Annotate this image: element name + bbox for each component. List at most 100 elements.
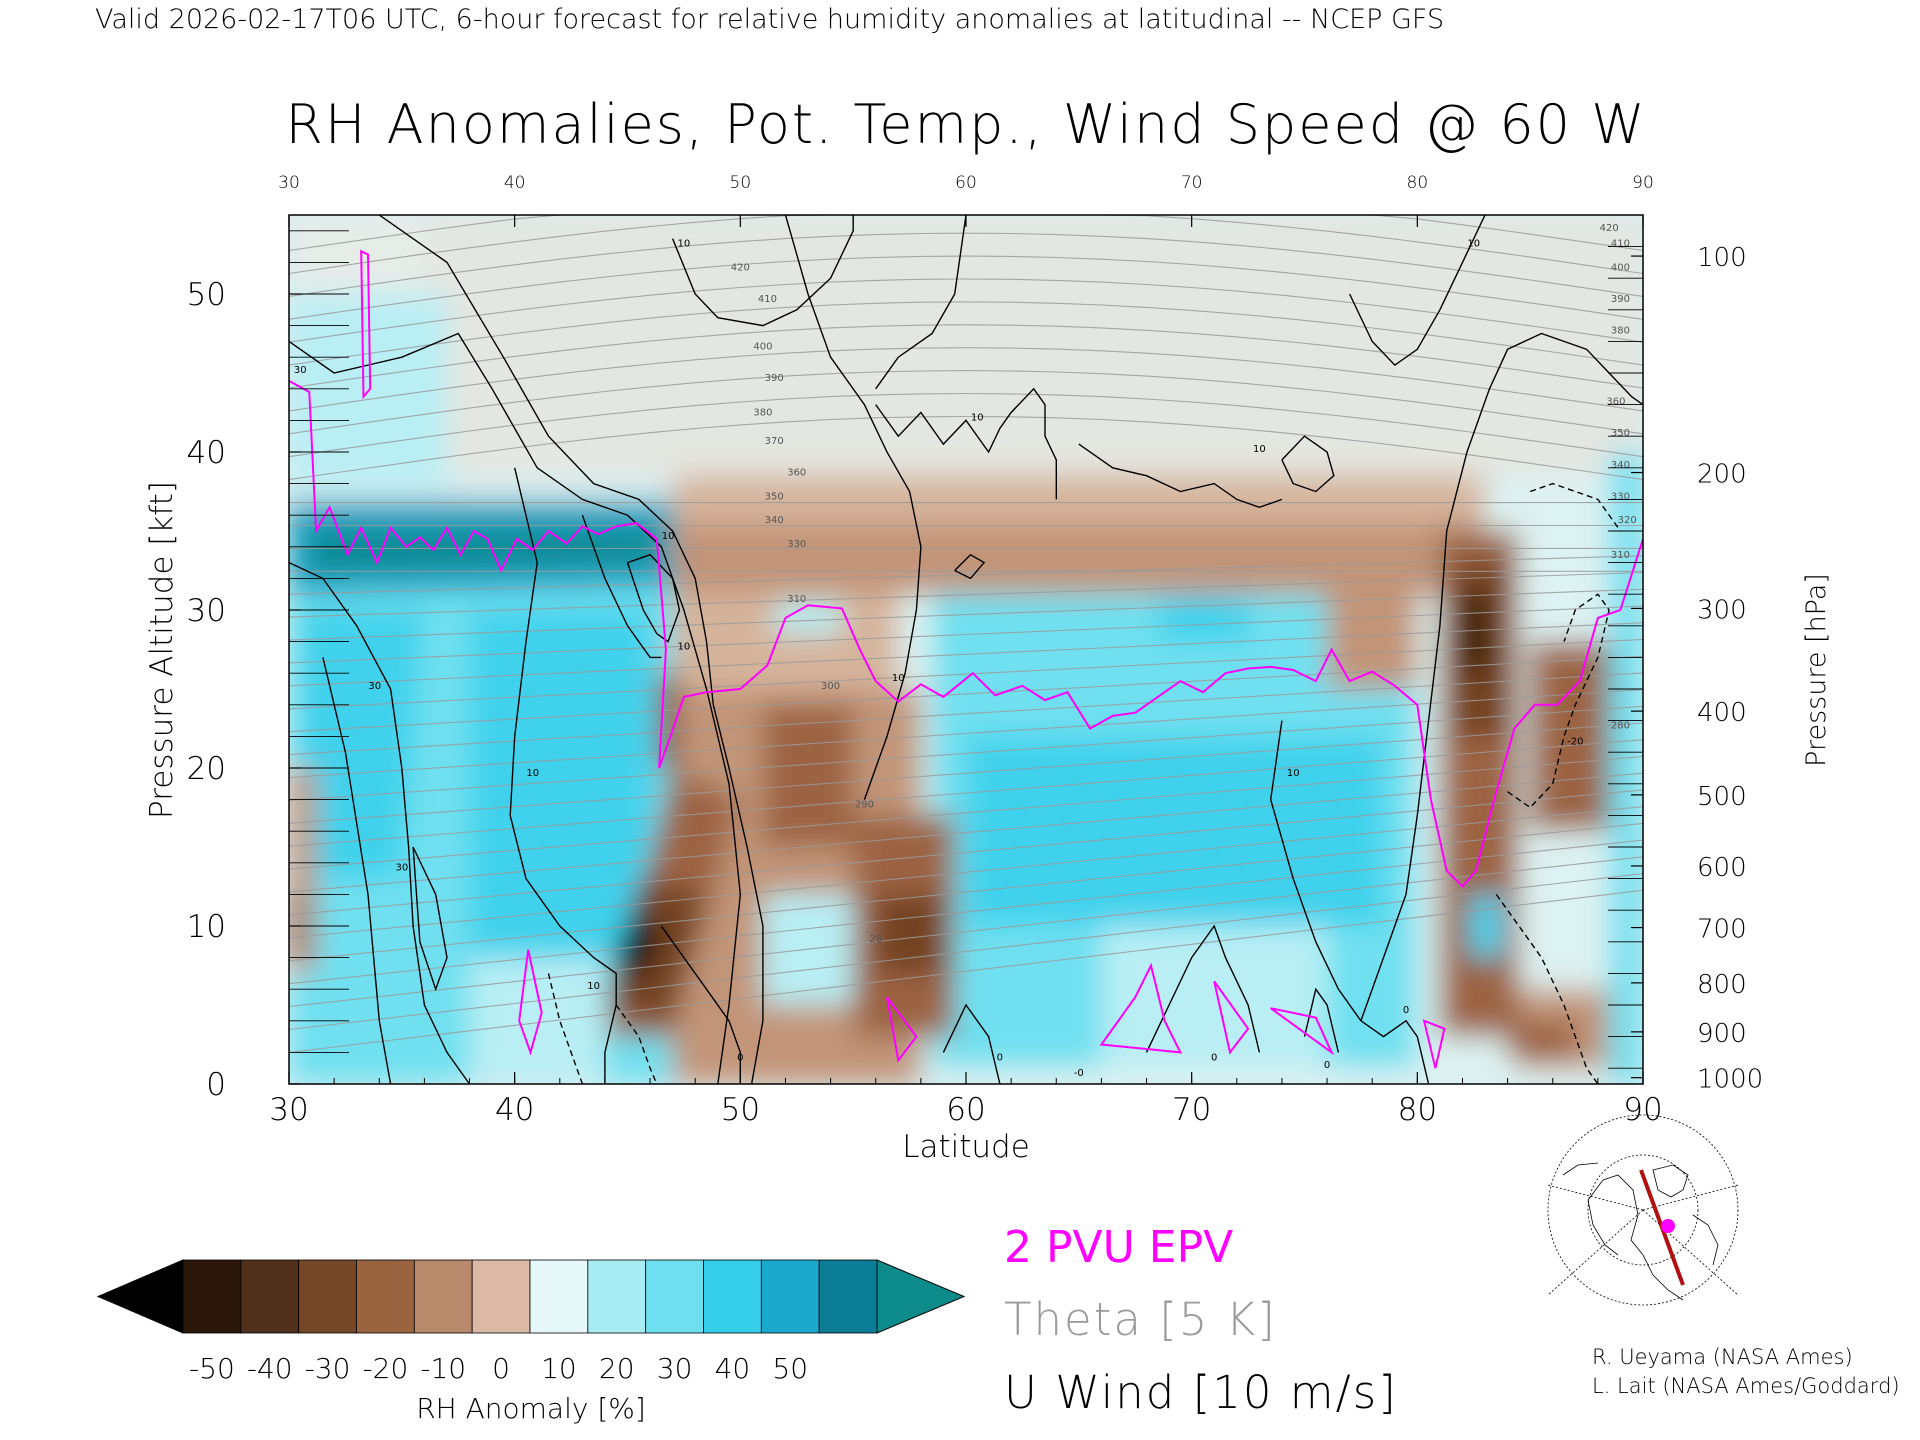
x-tick-label-top: 60 [955, 173, 977, 193]
x-tick-label-top: 70 [1181, 173, 1203, 193]
colorbar-tick-label: 20 [599, 1352, 635, 1385]
colorbar-tick-label: 0 [492, 1352, 510, 1385]
colorbar-swatch [587, 1259, 647, 1334]
colorbar-swatch [471, 1259, 531, 1334]
colorbar-swatch [413, 1259, 473, 1334]
wind-label: 30 [294, 365, 307, 376]
pressure-tick-label: 700 [1697, 915, 1747, 945]
rh-region-33 [1507, 1020, 1576, 1061]
contour-labels: 4204104003903803703603503403303103002902… [294, 223, 1637, 1079]
rh-region-9 [289, 294, 447, 484]
x-tick-label: 60 [946, 1092, 985, 1128]
colorbar-swatch [240, 1259, 300, 1334]
wind-label: 10 [1287, 768, 1300, 779]
colorbar-tick-label: 10 [541, 1352, 577, 1385]
epv-blob [1213, 980, 1250, 1055]
theta-label: 310 [1611, 550, 1630, 561]
pressure-tick-label: 900 [1697, 1019, 1747, 1049]
u-wind-contour [1078, 443, 1283, 509]
u-wind-contour [875, 387, 1058, 500]
x-tick-label: 80 [1398, 1092, 1437, 1128]
theta-contour [289, 739, 1643, 847]
theta-contour [289, 655, 1643, 733]
colorbar-swatch [356, 1259, 415, 1334]
colorbar-swatch [818, 1259, 878, 1334]
theta-label: 410 [1611, 239, 1630, 250]
u-wind-contour [1348, 215, 1486, 367]
theta-contour [289, 772, 1643, 893]
theta-label: 300 [821, 681, 840, 692]
theta-label: 370 [765, 436, 784, 447]
colorbar-tick-label: -50 [189, 1352, 235, 1385]
u-wind-contour [954, 553, 986, 580]
theta-contour [289, 232, 1643, 297]
u-wind-contour [626, 553, 681, 643]
u-wind-contour-negative [615, 1004, 658, 1084]
theta-contour [289, 588, 1643, 641]
plot-area: 4204104003903803703603503403303103002902… [289, 215, 1643, 1084]
rh-region-37 [1327, 594, 1418, 689]
wind-label: 0 [1211, 1052, 1217, 1063]
y-tick-label: 30 [187, 593, 226, 629]
theta-contour [289, 215, 1643, 275]
theta-contour [289, 638, 1643, 710]
theta-contour [289, 755, 1643, 870]
epv-blob [1099, 962, 1183, 1054]
theta-label: 360 [787, 468, 806, 479]
rh-region-2 [300, 610, 425, 879]
theta-contour [289, 822, 1643, 962]
u-wind-contour [660, 925, 741, 1084]
u-wind-contour [322, 657, 392, 1084]
theta-contour [289, 873, 1643, 1031]
wind-label: 0 [1324, 1060, 1330, 1071]
wind-label: 0 [737, 1052, 743, 1063]
u-wind-contour [784, 215, 922, 800]
u-wind-contour-negative [1495, 893, 1599, 1084]
latitude-axis-top: 30 40 50 60 70 80 90 [278, 173, 1654, 227]
pressure-tick-label: 400 [1697, 698, 1747, 728]
colorbar-under-arrow [96, 1259, 184, 1334]
theta-contour [289, 889, 1643, 1053]
theta-contour [289, 347, 1643, 412]
pressure-tick-label: 300 [1697, 595, 1747, 625]
theta-contour [289, 255, 1643, 320]
altitude-axis-left: 0 10 20 30 40 50 [187, 230, 349, 1103]
u-wind-contour [1145, 924, 1261, 1053]
x-tick-label: 40 [495, 1092, 534, 1128]
wind-label: 10 [1467, 239, 1480, 250]
theta-label: 420 [1600, 223, 1619, 234]
theta-contour [289, 839, 1643, 985]
locator-map [1543, 1114, 1743, 1306]
theta-label: 290 [855, 800, 874, 811]
u-wind-contour [1303, 987, 1340, 1053]
theta-contour [289, 301, 1643, 366]
wind-label: -0 [1074, 1068, 1084, 1079]
epv-blob [1270, 1007, 1335, 1056]
x-tick-label-top: 80 [1407, 173, 1429, 193]
colorbar-swatch [760, 1259, 820, 1334]
y-axis-label: Pressure Altitude [kft] [144, 481, 180, 819]
x-tick-label-top: 30 [278, 173, 300, 193]
wind-label: 30 [395, 863, 408, 874]
epv-blob [360, 249, 372, 400]
x-axis-label: Latitude [902, 1129, 1030, 1165]
u-wind-contour-negative [1529, 482, 1621, 532]
x-tick-label: 90 [1623, 1092, 1662, 1128]
theta-contour [289, 705, 1643, 801]
theta-contour [289, 392, 1643, 458]
colorbar-tick-label: 50 [772, 1352, 808, 1385]
theta-label: 340 [1611, 460, 1630, 471]
colorbar-tick-label: -10 [420, 1352, 466, 1385]
colorbar-swatch [182, 1259, 242, 1334]
x-tick-label: 70 [1172, 1092, 1211, 1128]
colorbar-swatch [529, 1259, 589, 1334]
u-wind-contour-negative [547, 973, 584, 1084]
rh-region-15 [1157, 594, 1249, 642]
pressure-tick-label: 500 [1697, 782, 1747, 812]
u-wind-contour [289, 561, 471, 1084]
u-wind-contour [581, 514, 662, 659]
colorbar-swatch [645, 1259, 704, 1334]
valid-line: Valid 2026-02-17T06 UTC, 6-hour forecast… [95, 4, 1444, 35]
pressure-tick-label: 200 [1697, 460, 1747, 490]
theta-label: 330 [1611, 491, 1630, 502]
